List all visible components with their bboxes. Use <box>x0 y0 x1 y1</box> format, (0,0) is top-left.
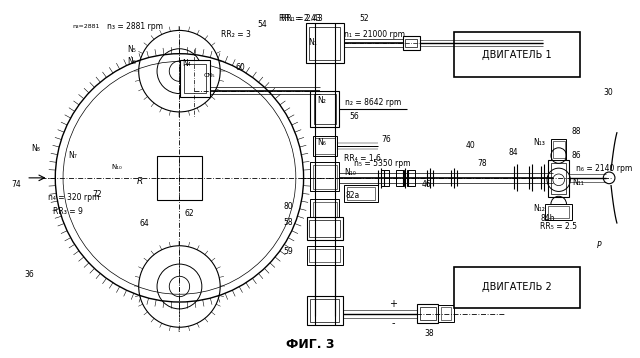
Bar <box>316 138 335 154</box>
Bar <box>305 23 344 63</box>
Text: n₃ = 2881 rpm: n₃ = 2881 rpm <box>107 22 163 31</box>
Text: n₆ = 2140 rpm: n₆ = 2140 rpm <box>576 164 632 173</box>
Text: 64: 64 <box>140 219 149 228</box>
Bar <box>310 162 339 192</box>
Bar <box>309 219 340 237</box>
Bar <box>307 217 344 240</box>
Bar <box>408 170 415 185</box>
Text: +: + <box>389 299 397 309</box>
Text: 60: 60 <box>236 63 246 72</box>
Text: N₆: N₆ <box>127 57 136 66</box>
Bar <box>381 170 389 185</box>
Text: n₂ = 8642 rpm: n₂ = 8642 rpm <box>346 98 401 107</box>
Text: 72: 72 <box>92 190 102 199</box>
Text: N₁₁: N₁₁ <box>572 178 584 187</box>
Text: 84: 84 <box>508 148 518 157</box>
Text: N₈: N₈ <box>31 144 40 153</box>
Text: 52: 52 <box>359 14 369 23</box>
Bar <box>442 307 451 320</box>
Text: n₅ = 5350 rpm: n₅ = 5350 rpm <box>354 159 410 168</box>
Text: CN₅: CN₅ <box>204 73 215 78</box>
Bar <box>307 246 344 265</box>
Text: RR₃ = 9: RR₃ = 9 <box>53 207 83 216</box>
Bar <box>310 199 339 226</box>
Text: 58: 58 <box>284 218 293 227</box>
Text: n₃=2881: n₃=2881 <box>73 24 100 29</box>
Bar <box>310 299 339 323</box>
Bar <box>157 156 202 200</box>
Text: R: R <box>136 177 143 186</box>
Text: N₇: N₇ <box>68 151 77 160</box>
Text: 80: 80 <box>284 203 293 212</box>
Text: N₅: N₅ <box>127 45 136 54</box>
Text: ФИГ. 3: ФИГ. 3 <box>286 338 335 351</box>
Text: 40: 40 <box>465 141 476 150</box>
Text: 54: 54 <box>257 20 267 29</box>
Text: ДВИГАТЕЛЬ 1: ДВИГАТЕЛЬ 1 <box>482 50 552 60</box>
Bar <box>309 249 340 262</box>
Text: N₁₀: N₁₀ <box>344 168 356 176</box>
Text: RR₅ = 2.5: RR₅ = 2.5 <box>540 222 577 231</box>
Bar <box>551 163 566 194</box>
Bar <box>548 206 570 218</box>
Text: 56: 56 <box>349 112 359 121</box>
Text: P: P <box>597 241 602 250</box>
Bar <box>553 141 564 159</box>
Text: 59: 59 <box>283 247 293 256</box>
Text: RR₄ = 1.6: RR₄ = 1.6 <box>344 154 381 163</box>
Text: n₁ = 21000 rpm: n₁ = 21000 rpm <box>344 30 405 39</box>
Bar <box>396 170 403 185</box>
Bar <box>344 185 378 202</box>
Text: 74: 74 <box>12 180 21 189</box>
Bar <box>548 160 570 197</box>
Text: 30: 30 <box>604 88 613 97</box>
Text: 88: 88 <box>572 127 581 136</box>
Bar <box>314 95 335 124</box>
Text: 86: 86 <box>572 151 581 160</box>
Text: 36: 36 <box>24 270 34 279</box>
Bar <box>406 39 417 47</box>
Bar <box>307 296 344 325</box>
Bar <box>314 136 337 156</box>
Text: N₂: N₂ <box>317 96 326 105</box>
Bar <box>545 204 572 219</box>
Bar <box>420 307 435 320</box>
Text: N₁₃: N₁₃ <box>533 139 545 147</box>
Bar <box>184 64 205 93</box>
Text: 82a: 82a <box>346 191 360 200</box>
Text: RR₁ = 2.43: RR₁ = 2.43 <box>279 14 321 23</box>
Text: 38: 38 <box>424 329 433 338</box>
Bar <box>417 304 438 323</box>
Bar <box>310 91 339 127</box>
Bar <box>314 202 337 223</box>
Text: N₁₀: N₁₀ <box>111 164 122 170</box>
Bar <box>551 139 566 160</box>
Bar <box>438 305 454 323</box>
Bar <box>180 61 209 97</box>
Text: ДВИГАТЕЛЬ 2: ДВИГАТЕЛЬ 2 <box>482 282 552 292</box>
Bar <box>348 187 376 200</box>
Text: N₄: N₄ <box>182 59 191 68</box>
Bar <box>309 26 340 59</box>
Text: N₁: N₁ <box>308 38 317 47</box>
Bar <box>454 267 580 308</box>
Text: 76: 76 <box>381 135 391 144</box>
Text: RR₂ = 3: RR₂ = 3 <box>221 30 251 39</box>
Bar <box>403 36 420 50</box>
Text: -: - <box>391 318 395 328</box>
Bar <box>314 165 337 189</box>
Text: 46: 46 <box>422 180 431 189</box>
Text: 78: 78 <box>477 159 487 168</box>
Text: N₆: N₆ <box>317 139 326 147</box>
Text: N₁₂: N₁₂ <box>533 204 545 213</box>
Bar <box>454 32 580 77</box>
Text: 62: 62 <box>184 209 194 218</box>
Text: n₄ = 320 rpm: n₄ = 320 rpm <box>49 193 100 202</box>
Text: RR₁ = 2.43: RR₁ = 2.43 <box>282 14 323 23</box>
Text: 84b: 84b <box>540 214 555 223</box>
